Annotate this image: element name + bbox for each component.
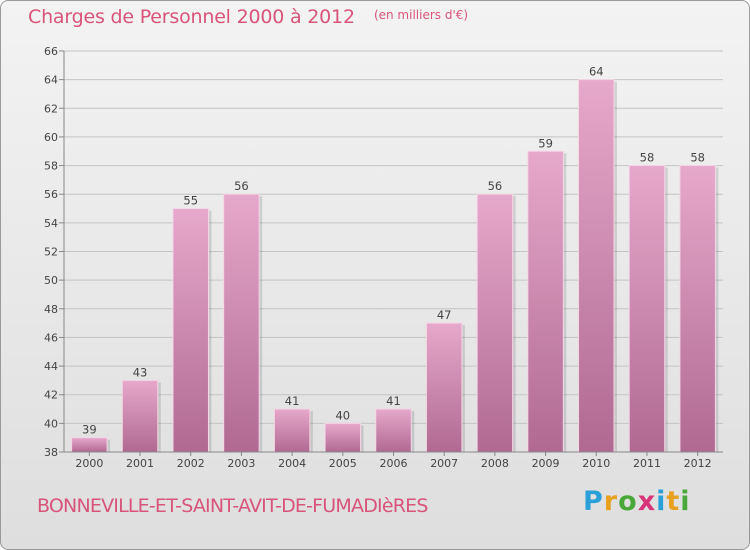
x-tick-label: 2001	[126, 457, 154, 470]
x-tick-label: 2004	[278, 457, 306, 470]
bar	[578, 79, 615, 453]
x-tick-label: 2000	[75, 457, 103, 470]
grid-lines	[64, 50, 723, 453]
bars: 39 43 55 56 41 40 41 47 56 59 64 58 58	[71, 65, 719, 453]
bar	[273, 408, 311, 453]
x-tick-label: 2009	[532, 457, 560, 470]
logo-letter: P	[583, 486, 604, 517]
logo-letter: o	[618, 486, 638, 517]
bar	[425, 322, 463, 453]
chart-title: Charges de Personnel 2000 à 2012	[28, 6, 355, 28]
x-tick-label: 2003	[227, 457, 255, 470]
bar	[121, 379, 159, 453]
bar-value-label: 40	[335, 408, 350, 422]
bar-value-label: 41	[386, 394, 401, 408]
bar	[679, 165, 716, 453]
axes: 38 40 42 44 46 48 50 52 54 56 58 60 62 64 66 2000 2001 20…	[44, 45, 723, 470]
y-tick-label: 42	[44, 389, 58, 402]
bar-value-label: 56	[234, 179, 249, 193]
y-tick-label: 46	[44, 331, 58, 344]
logo-letter: t	[666, 486, 681, 517]
bar-value-label: 43	[133, 365, 148, 379]
y-tick-label: 60	[44, 131, 58, 144]
bar-value-label: 39	[82, 423, 97, 437]
x-tick-label: 2011	[633, 457, 661, 470]
chart-subtitle: (en milliers d'€)	[373, 8, 469, 22]
y-tick-label: 56	[44, 188, 58, 201]
bar-value-label: 56	[488, 179, 503, 193]
bar-value-label: 64	[589, 65, 604, 79]
bar	[628, 165, 666, 453]
x-tick-label: 2010	[582, 457, 610, 470]
bar-value-label: 59	[538, 136, 553, 150]
y-tick-label: 50	[44, 274, 58, 287]
y-tick-label: 38	[44, 446, 58, 459]
logo-letter: i	[680, 486, 691, 517]
proxiti-logo[interactable]: Proxiti	[583, 486, 691, 517]
bar	[375, 408, 412, 453]
bar	[476, 193, 514, 453]
bar	[223, 193, 260, 453]
x-tick-label: 2006	[380, 457, 408, 470]
x-tick-label: 2002	[177, 457, 205, 470]
bar	[324, 422, 362, 453]
x-tick-label: 2008	[481, 457, 509, 470]
x-tick-label: 2012	[684, 457, 712, 470]
bar-value-label: 47	[437, 308, 452, 322]
y-tick-label: 62	[44, 102, 58, 115]
y-tick-label: 54	[44, 217, 58, 230]
bar	[71, 437, 108, 453]
title-row: Charges de Personnel 2000 à 2012 (en mil…	[28, 6, 468, 28]
bar-value-label: 58	[640, 151, 655, 165]
y-tick-label: 44	[44, 360, 58, 373]
logo-letter: r	[603, 486, 619, 517]
x-tick-label: 2007	[430, 457, 458, 470]
x-tick-label: 2005	[329, 457, 357, 470]
y-tick-label: 58	[44, 160, 58, 173]
y-tick-label: 48	[44, 303, 58, 316]
bar-value-label: 58	[690, 151, 705, 165]
bar-value-label: 41	[285, 394, 300, 408]
y-tick-label: 66	[44, 45, 58, 58]
logo-letter: x	[637, 486, 657, 517]
y-tick-label: 64	[44, 74, 58, 87]
bar-value-label: 55	[183, 194, 198, 208]
y-tick-label: 40	[44, 417, 58, 430]
logo-letter: i	[656, 486, 667, 517]
commune-name: BONNEVILLE-ET-SAINT-AVIT-DE-FUMADIèRES	[37, 495, 428, 517]
bar	[527, 150, 564, 453]
y-tick-label: 52	[44, 246, 58, 259]
bar	[172, 208, 209, 453]
